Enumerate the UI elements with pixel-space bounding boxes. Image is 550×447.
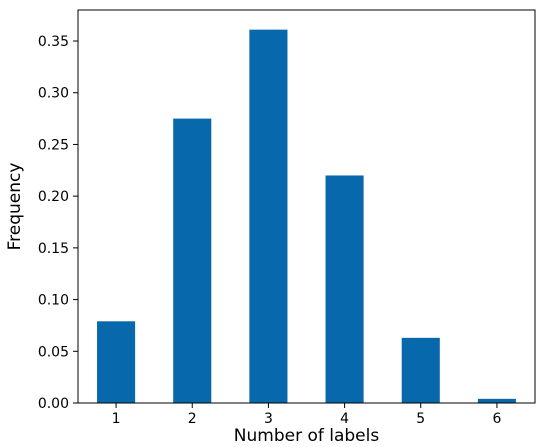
y-tick-label: 0.00 bbox=[38, 396, 69, 412]
y-tick-label: 0.25 bbox=[38, 137, 69, 153]
bar-4 bbox=[325, 175, 364, 403]
bar-6 bbox=[477, 398, 516, 403]
y-tick-label: 0.30 bbox=[38, 86, 69, 102]
x-tick-label: 5 bbox=[416, 411, 425, 427]
x-tick-label: 1 bbox=[112, 411, 121, 427]
y-tick-label: 0.15 bbox=[38, 241, 69, 257]
y-tick-label: 0.10 bbox=[38, 293, 69, 309]
x-tick-label: 3 bbox=[264, 411, 273, 427]
bar-2 bbox=[173, 118, 212, 403]
x-axis-ticks: 1 2 3 4 5 6 bbox=[112, 403, 501, 427]
x-tick-label: 4 bbox=[340, 411, 349, 427]
bars-group bbox=[97, 29, 516, 404]
x-tick-label: 2 bbox=[188, 411, 197, 427]
y-tick-label: 0.20 bbox=[38, 189, 69, 205]
bar-3 bbox=[249, 29, 288, 404]
y-tick-label: 0.35 bbox=[38, 34, 69, 50]
plot-frame bbox=[77, 9, 536, 404]
y-axis-ticks: 0.00 0.05 0.10 0.15 0.20 0.25 0.30 0.35 bbox=[38, 34, 78, 412]
y-tick-label: 0.05 bbox=[38, 344, 69, 360]
x-axis-label: Number of labels bbox=[234, 426, 380, 446]
bar-5 bbox=[401, 337, 440, 403]
bar-1 bbox=[97, 321, 136, 403]
x-tick-label: 6 bbox=[492, 411, 501, 427]
y-axis-label: Frequency bbox=[5, 163, 25, 251]
